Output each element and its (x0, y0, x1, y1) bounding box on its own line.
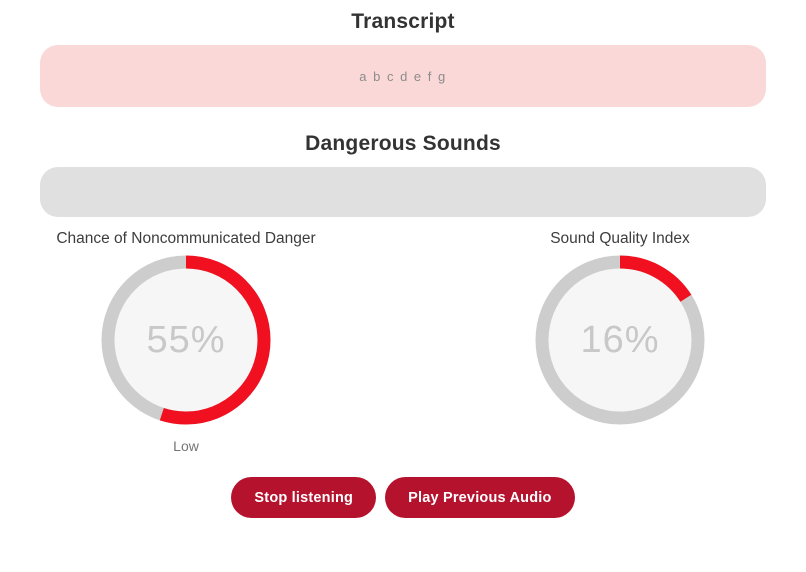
gauge-progress-arc (101, 255, 271, 425)
donut-gauge-svg (101, 255, 271, 425)
gauges-row: Chance of Noncommunicated Danger 55% Low… (40, 230, 766, 454)
quality-gauge: 16% (535, 255, 705, 425)
main-container: Transcript a b c d e f g Dangerous Sound… (40, 0, 766, 518)
dangerous-sounds-heading: Dangerous Sounds (305, 132, 501, 155)
quality-gauge-column: Sound Quality Index 16% (474, 230, 766, 454)
quality-gauge-label: Sound Quality Index (550, 230, 690, 247)
donut-gauge-svg (535, 255, 705, 425)
quality-gauge-value: 16% (580, 318, 660, 361)
danger-gauge: 55% (101, 255, 271, 425)
transcript-heading: Transcript (351, 10, 455, 33)
transcript-box: a b c d e f g (40, 45, 766, 107)
dangerous-sounds-box (40, 167, 766, 217)
danger-gauge-column: Chance of Noncommunicated Danger 55% Low (40, 230, 332, 454)
action-buttons-row: Stop listening Play Previous Audio (40, 477, 766, 518)
quality-gauge-sublabel (474, 438, 766, 454)
play-previous-audio-button[interactable]: Play Previous Audio (385, 477, 575, 518)
danger-gauge-label: Chance of Noncommunicated Danger (56, 230, 316, 247)
stop-listening-button[interactable]: Stop listening (231, 477, 377, 518)
gauge-progress-arc (535, 255, 705, 425)
transcript-text: a b c d e f g (359, 68, 447, 84)
danger-gauge-sublabel: Low (173, 438, 199, 454)
danger-gauge-value: 55% (146, 318, 226, 361)
